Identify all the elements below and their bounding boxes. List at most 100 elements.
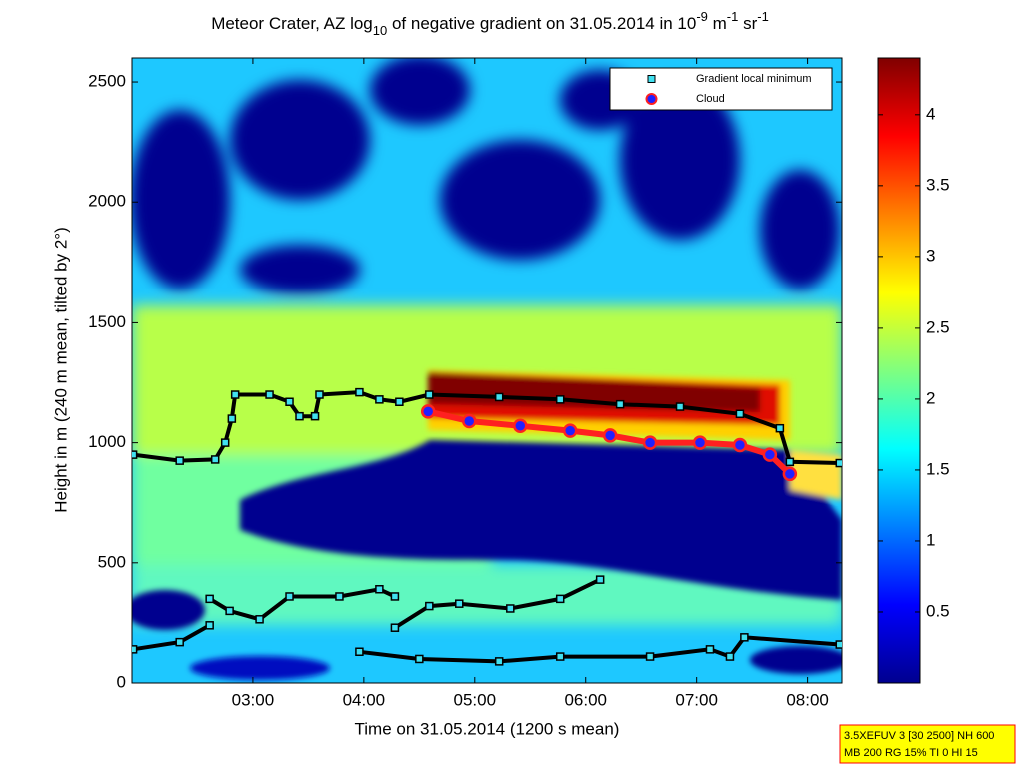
marker <box>285 592 294 601</box>
legend-marker <box>645 93 658 105</box>
legend-box <box>609 67 833 111</box>
marker <box>425 601 434 611</box>
y-axis-label: Height in m (240 m mean, tilted by 2°) <box>51 227 70 513</box>
marker <box>295 411 304 421</box>
marker <box>175 456 184 465</box>
x-axis-label: Time on 31.05.2014 (1200 s mean) <box>355 719 620 738</box>
marker <box>555 395 565 404</box>
x-tick-label: 04:00 <box>343 690 386 709</box>
marker <box>462 413 477 429</box>
colorbar-tick-label: 1.5 <box>926 459 950 478</box>
marker <box>735 409 745 419</box>
marker <box>205 594 214 604</box>
marker <box>835 640 842 649</box>
marker <box>455 599 464 608</box>
marker <box>285 397 294 406</box>
series-line <box>427 408 792 477</box>
marker <box>132 450 138 459</box>
marker <box>265 390 274 399</box>
marker <box>705 645 715 654</box>
marker <box>335 592 344 601</box>
colorbar-tick-label: 2.5 <box>926 317 950 336</box>
title-part: m <box>708 14 727 33</box>
marker <box>775 423 785 433</box>
title-part: sr <box>738 14 757 33</box>
title-part: of negative gradient on 31.05.2014 in 10 <box>387 14 696 33</box>
marker <box>506 604 515 613</box>
colorbar-tick-label: 4 <box>926 104 935 123</box>
marker <box>494 392 504 402</box>
x-tick-label: 07:00 <box>675 690 718 709</box>
info-box <box>839 724 1016 764</box>
marker <box>675 402 685 411</box>
y-tick-label: 500 <box>98 552 126 571</box>
legend-marker <box>647 75 656 83</box>
marker <box>562 423 578 438</box>
marker <box>645 652 655 661</box>
colorbar <box>877 57 921 684</box>
colorbar-tick-label: 3 <box>926 246 935 265</box>
marker <box>785 457 795 467</box>
colorbar-tick-label: 3.5 <box>926 175 950 194</box>
marker <box>732 437 748 453</box>
colorbar-tick-label: 1 <box>926 530 935 549</box>
title-part: Meteor Crater, AZ log <box>211 14 373 33</box>
marker <box>375 395 384 404</box>
y-tick-label: 1000 <box>88 432 126 451</box>
title-sup: -1 <box>727 9 739 24</box>
marker <box>225 606 234 616</box>
marker <box>395 397 404 406</box>
x-tick-label: 05:00 <box>454 690 497 709</box>
marks <box>132 387 842 666</box>
marker <box>602 428 618 443</box>
marker <box>425 390 434 399</box>
legend-label: Cloud <box>696 93 725 105</box>
marker <box>390 623 400 632</box>
marker <box>390 592 400 601</box>
marker <box>415 654 424 664</box>
marker <box>740 633 749 642</box>
marker <box>355 647 364 656</box>
info-line: 3.5XEFUV 3 [30 2500] NH 600 <box>844 730 994 742</box>
marker <box>513 418 528 434</box>
x-tick-label: 06:00 <box>564 690 607 709</box>
marker <box>375 585 384 594</box>
marker <box>175 637 184 647</box>
marker <box>220 438 230 447</box>
y-tick-label: 2500 <box>88 72 126 91</box>
marker <box>615 399 625 409</box>
marker <box>835 458 842 468</box>
marker <box>310 411 320 421</box>
x-tick-label: 03:00 <box>232 690 275 709</box>
marker <box>420 404 436 419</box>
marker <box>494 657 504 666</box>
marker <box>555 594 565 604</box>
marker <box>132 645 138 654</box>
info-line: MB 200 RG 15% TI 0 HI 15 <box>844 747 978 759</box>
marker <box>210 455 220 464</box>
marker <box>595 575 605 584</box>
marker <box>205 621 214 630</box>
y-tick-label: 2000 <box>88 192 126 211</box>
marker <box>642 435 658 450</box>
title-sup: -1 <box>757 9 769 24</box>
marker <box>355 387 364 397</box>
colorbar-tick-label: 0.5 <box>926 601 950 620</box>
y-tick-label: 0 <box>117 672 126 691</box>
marker <box>692 435 708 450</box>
marker <box>230 390 240 399</box>
marker <box>255 615 264 624</box>
x-tick-label: 08:00 <box>786 690 829 709</box>
colorbar-tick-label: 2 <box>926 388 935 407</box>
legend-label: Gradient local minimum <box>696 73 812 85</box>
marker <box>725 652 735 661</box>
chart-title: Meteor Crater, AZ log10 of negative grad… <box>211 9 769 38</box>
y-tick-label: 1500 <box>88 312 126 331</box>
marker <box>227 414 237 423</box>
heatmap <box>132 58 842 683</box>
marker <box>762 447 778 462</box>
plot-frame <box>131 57 843 684</box>
title-sub: 10 <box>373 23 387 38</box>
title-sup: -9 <box>696 9 708 24</box>
